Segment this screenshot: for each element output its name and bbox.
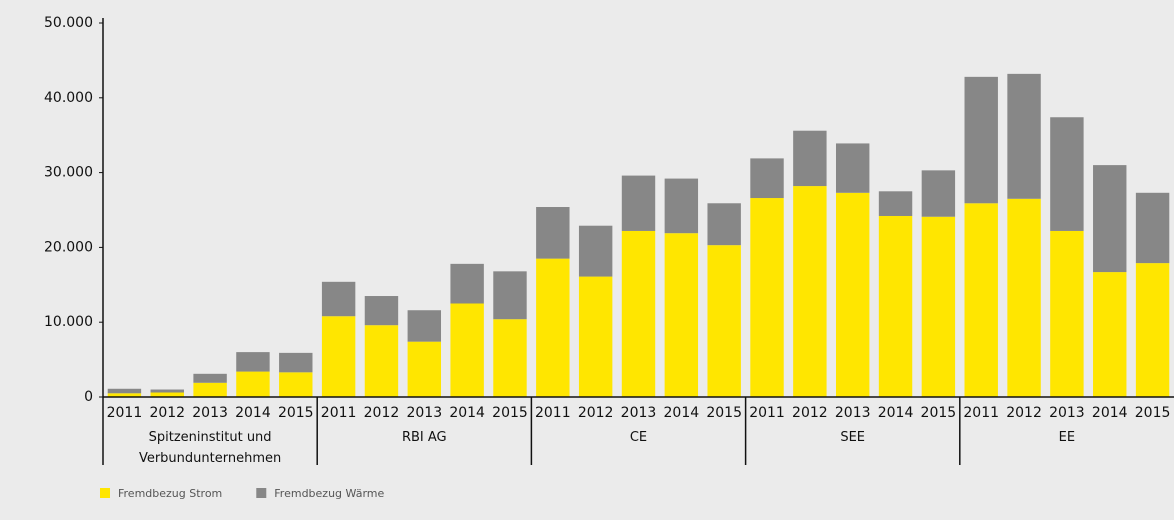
x-tick-label: 2012 (364, 405, 400, 421)
bar-segment (1050, 230, 1084, 397)
bar-segment (1135, 192, 1170, 264)
bar-segment (450, 303, 484, 397)
x-tick-label: 2013 (835, 405, 871, 421)
bar-segment (1007, 73, 1041, 199)
bar-segment (1093, 165, 1127, 273)
bar-segment (707, 203, 741, 246)
bar-segment (793, 130, 827, 187)
x-tick-label: 2011 (963, 405, 999, 421)
group-label: CE (629, 430, 648, 445)
y-tick-label: 0 (84, 389, 93, 405)
x-tick-label: 2015 (278, 405, 314, 421)
bar-segment (578, 225, 613, 277)
bar-segment (150, 392, 184, 397)
bar-segment (664, 233, 699, 397)
bar-segment (835, 192, 870, 397)
bar-segment (578, 276, 613, 397)
bar-segment (236, 352, 270, 372)
bar-segment (321, 316, 356, 397)
x-tick-label: 2011 (535, 405, 571, 421)
bar-segment (107, 388, 142, 394)
x-tick-label: 2013 (406, 405, 442, 421)
bar-segment (964, 76, 998, 204)
bar-segment (407, 341, 442, 397)
y-tick-label: 20.000 (44, 239, 93, 255)
bar-segment (536, 258, 570, 397)
bar-segment (1007, 198, 1041, 397)
bar-segment (493, 271, 527, 320)
x-tick-label: 2014 (878, 405, 914, 421)
bar-segment (1093, 272, 1127, 397)
bar-segment (493, 319, 527, 397)
x-tick-label: 2012 (149, 405, 185, 421)
bar-segment (878, 215, 913, 397)
legend-label: Fremdbezug Wärme (274, 487, 384, 500)
bar-segment (707, 245, 741, 397)
x-tick-label: 2014 (664, 405, 700, 421)
bar-segment (878, 191, 913, 216)
bar-segment (279, 372, 313, 397)
bar-segment (193, 382, 227, 397)
bar-segment (321, 281, 356, 317)
x-tick-label: 2012 (792, 405, 828, 421)
legend-swatch (256, 488, 267, 498)
bar-segment (150, 389, 184, 393)
x-tick-label: 2013 (621, 405, 657, 421)
x-tick-label: 2011 (749, 405, 785, 421)
bar-segment (450, 263, 484, 304)
bar-segment (621, 175, 656, 231)
bar-segment (364, 325, 399, 397)
group-label: RBI AG (401, 430, 447, 445)
bar-segment (621, 230, 656, 397)
bar-segment (964, 203, 998, 397)
bar-segment (921, 216, 956, 397)
bar-segment (364, 296, 399, 326)
bar-segment (921, 170, 956, 217)
y-tick-label: 30.000 (44, 165, 93, 181)
group-label: SEE (840, 430, 866, 445)
legend-swatch (100, 488, 110, 498)
bar-segment (536, 207, 570, 259)
x-tick-label: 2014 (235, 405, 271, 421)
bar-segment (835, 143, 870, 193)
bar-segment (407, 310, 442, 342)
x-tick-label: 2011 (107, 405, 143, 421)
x-tick-label: 2014 (1092, 405, 1128, 421)
bar-segment (750, 158, 784, 199)
bar-segment (1050, 117, 1084, 231)
x-tick-label: 2014 (449, 405, 485, 421)
bar-segment (193, 373, 227, 383)
bar-segment (793, 186, 827, 397)
y-tick-label: 50.000 (44, 15, 93, 31)
bar-segment (664, 178, 699, 234)
x-tick-label: 2013 (192, 405, 228, 421)
x-tick-label: 2015 (1135, 405, 1171, 421)
x-tick-label: 2015 (921, 405, 957, 421)
bar-segment (1135, 263, 1170, 397)
x-tick-label: 2013 (1049, 405, 1085, 421)
x-tick-label: 2015 (492, 405, 528, 421)
group-label: Spitzeninstitut und Verbundunternehmen (138, 430, 282, 466)
y-tick-label: 40.000 (44, 90, 93, 106)
bar-segment (236, 371, 270, 397)
y-tick-label: 10.000 (44, 314, 93, 330)
x-tick-label: 2015 (706, 405, 742, 421)
x-tick-label: 2012 (1006, 405, 1042, 421)
bar-segment (279, 352, 313, 373)
legend-label: Fremdbezug Strom (118, 487, 222, 500)
group-label: EE (1058, 430, 1076, 445)
x-tick-label: 2012 (578, 405, 614, 421)
x-tick-label: 2011 (321, 405, 357, 421)
bar-segment (750, 198, 784, 397)
bar-segment (107, 393, 142, 397)
